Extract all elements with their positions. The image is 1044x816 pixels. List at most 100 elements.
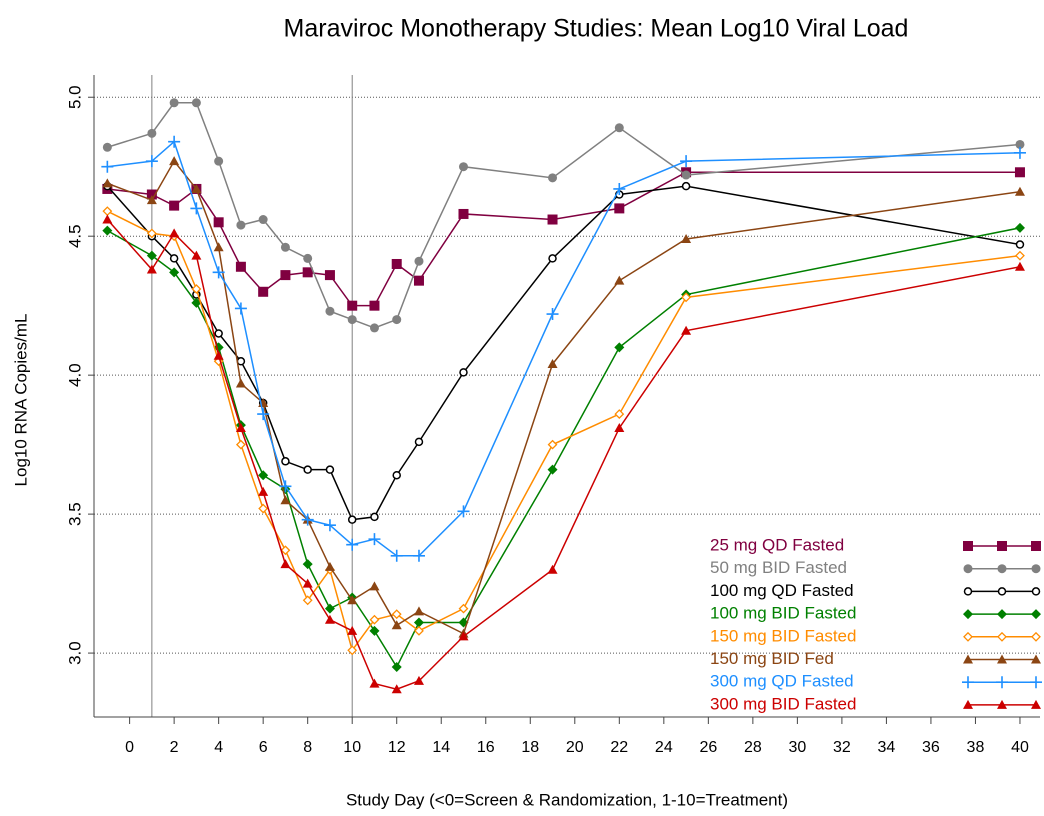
marker (146, 250, 157, 261)
marker (213, 350, 224, 360)
marker (547, 464, 558, 475)
x-axis-label: Study Day (<0=Screen & Randomization, 1-… (346, 790, 788, 809)
marker (392, 470, 401, 480)
marker (302, 267, 313, 278)
marker (190, 202, 203, 215)
x-tick-label: 14 (432, 739, 450, 756)
marker (391, 258, 402, 269)
legend-marker (1031, 541, 1041, 551)
marker (614, 422, 625, 432)
marker (236, 357, 246, 366)
x-tick-label: 28 (744, 739, 762, 756)
y-tick-label: 3.0 (65, 641, 84, 665)
marker (347, 315, 357, 325)
marker (280, 559, 291, 569)
marker (102, 225, 113, 236)
marker (324, 614, 335, 624)
marker (369, 581, 380, 591)
marker (391, 620, 402, 630)
marker (191, 284, 202, 294)
marker (236, 220, 246, 230)
y-axis-label: Log10 RNA Copies/mL (11, 314, 30, 487)
marker (191, 183, 202, 193)
marker (325, 306, 335, 316)
marker (235, 261, 246, 272)
marker (168, 135, 181, 148)
legend-label: 150 mg BID Fasted (710, 626, 856, 645)
marker (347, 645, 358, 656)
x-tick-label: 10 (343, 739, 361, 756)
marker (146, 264, 157, 274)
marker (302, 578, 313, 588)
x-tick-label: 12 (388, 739, 406, 756)
legend-marker (997, 609, 1007, 620)
legend-marker (997, 587, 1007, 596)
legend-label: 300 mg QD Fasted (710, 672, 854, 691)
marker (547, 564, 558, 574)
series (102, 156, 1025, 638)
legend-marker (1031, 609, 1041, 620)
marker (548, 173, 558, 183)
marker (258, 470, 269, 481)
marker (147, 128, 157, 138)
marker (102, 206, 113, 217)
legend-marker (1031, 699, 1041, 709)
marker (369, 323, 379, 333)
marker (212, 266, 225, 279)
legend-marker (963, 699, 973, 709)
marker (280, 545, 291, 556)
x-tick-label: 40 (1011, 739, 1029, 756)
marker (280, 495, 291, 505)
marker (370, 512, 379, 522)
marker (347, 595, 358, 605)
series (102, 214, 1025, 694)
legend-marker (997, 541, 1007, 551)
legend-marker (997, 699, 1007, 709)
legend-label: 150 mg BID Fed (710, 649, 834, 668)
marker (303, 253, 313, 263)
y-tick-label: 4.5 (65, 224, 84, 248)
series (102, 167, 1025, 311)
marker (235, 422, 246, 432)
marker (169, 254, 179, 263)
marker (324, 270, 335, 281)
marker (214, 156, 224, 166)
marker (369, 678, 380, 688)
marker (413, 275, 424, 286)
marker (169, 156, 180, 166)
marker (457, 505, 470, 518)
marker (548, 254, 557, 263)
marker (258, 503, 269, 514)
marker (1014, 261, 1025, 271)
legend-marker (1031, 564, 1041, 574)
legend-marker (1031, 631, 1041, 642)
marker (614, 342, 625, 353)
legend-marker (1031, 587, 1041, 596)
marker (146, 195, 157, 205)
marker (458, 162, 468, 172)
marker (458, 603, 469, 614)
marker (681, 170, 691, 180)
marker (101, 160, 114, 173)
marker (681, 181, 691, 191)
marker (258, 486, 269, 496)
x-tick-label: 30 (788, 739, 806, 756)
marker (191, 98, 201, 108)
marker (412, 549, 425, 562)
marker (258, 286, 269, 297)
marker (169, 200, 180, 211)
marker (614, 203, 625, 214)
legend-label: 25 mg QD Fasted (710, 535, 844, 554)
marker (391, 661, 402, 672)
series-line (107, 159, 1021, 635)
legend-marker (963, 541, 973, 551)
marker (547, 359, 558, 369)
marker (681, 233, 692, 243)
marker (614, 409, 625, 419)
x-tick-label: 24 (655, 739, 673, 756)
marker (391, 684, 402, 694)
marker (214, 329, 223, 338)
x-tick-label: 38 (967, 739, 985, 756)
legend-marker (997, 564, 1007, 574)
